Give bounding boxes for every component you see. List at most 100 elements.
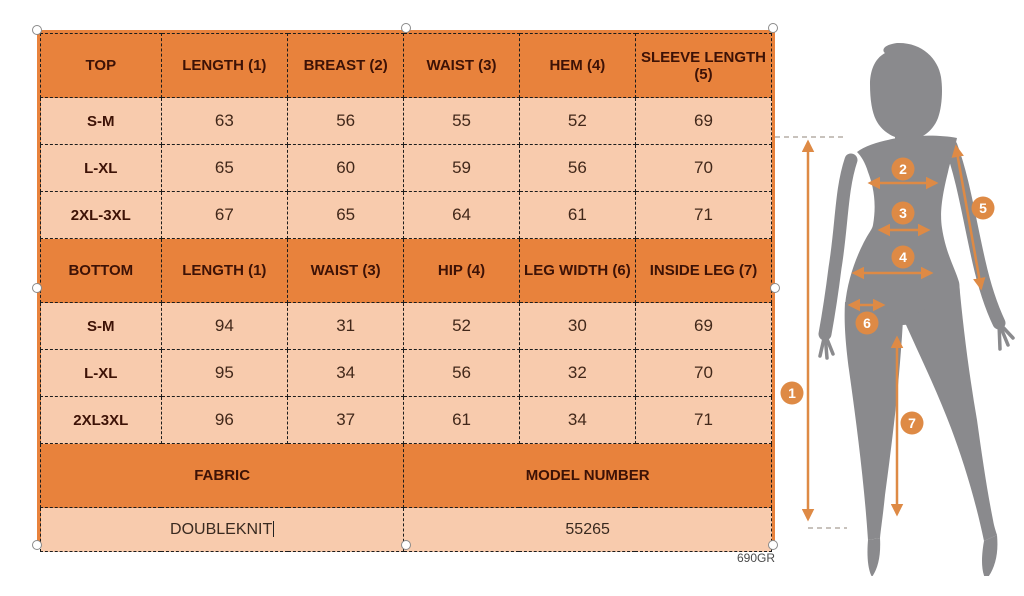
resize-handle-bottom-center[interactable]: [401, 540, 411, 550]
measurement-marker-5: 5: [971, 196, 995, 220]
measurement-marker-7: 7: [900, 411, 924, 435]
measurement-figure-svg: 1 2 3 4 5: [775, 42, 1015, 576]
data-cell[interactable]: 32: [518, 349, 636, 397]
header-cell[interactable]: WAIST (3): [287, 238, 405, 303]
data-cell[interactable]: 34: [287, 349, 405, 397]
data-cell[interactable]: 60: [287, 144, 405, 192]
data-cell[interactable]: 71: [634, 191, 773, 239]
table-row: 2XL3XL 96 37 61 34 71: [40, 396, 773, 444]
header-cell[interactable]: FABRIC: [39, 443, 405, 508]
resize-handle-top-center[interactable]: [401, 23, 411, 33]
data-cell[interactable]: 65: [160, 144, 289, 192]
header-cell[interactable]: TOP: [40, 33, 162, 98]
silhouette-head: [870, 42, 942, 137]
weight-note: 690GR: [736, 551, 775, 565]
data-cell[interactable]: 31: [287, 302, 405, 350]
data-cell[interactable]: DOUBLEKNIT: [39, 507, 405, 552]
header-cell[interactable]: LENGTH (1): [160, 33, 289, 98]
data-cell[interactable]: 69: [634, 97, 773, 145]
resize-handle-mid-right[interactable]: [770, 282, 780, 293]
size-chart-table[interactable]: TOP LENGTH (1) BREAST (2) WAIST (3) HEM (4) S…: [32, 23, 780, 552]
data-cell[interactable]: 56: [403, 349, 520, 397]
data-cell[interactable]: 2XL-3XL: [40, 191, 162, 239]
data-cell[interactable]: 34: [518, 396, 636, 444]
silhouette-right-hand: [997, 321, 1015, 351]
data-cell[interactable]: 56: [287, 97, 405, 145]
data-cell[interactable]: 63: [160, 97, 289, 145]
data-cell[interactable]: 56: [518, 144, 636, 192]
measurement-arrows: [801, 139, 986, 522]
measurement-markers: 1 2 3 4 5: [780, 157, 995, 435]
table-row: L-XL 65 60 59 56 70: [40, 144, 773, 192]
header-cell[interactable]: WAIST (3): [403, 33, 520, 98]
silhouette-right-foot: [982, 535, 998, 576]
table-row: S-M 94 31 52 30 69: [40, 302, 773, 350]
header-cell[interactable]: LEG WIDTH (6): [518, 238, 636, 303]
data-cell[interactable]: 37: [287, 396, 405, 444]
data-cell[interactable]: 95: [160, 349, 289, 397]
data-cell[interactable]: 61: [518, 191, 636, 239]
measurement-figure: 1 2 3 4 5: [775, 20, 1024, 576]
svg-text:1: 1: [788, 385, 796, 401]
svg-text:2: 2: [899, 161, 907, 177]
data-cell[interactable]: 69: [634, 302, 773, 350]
svg-text:5: 5: [979, 200, 987, 216]
table-row: L-XL 95 34 56 32 70: [40, 349, 773, 397]
data-cell[interactable]: 55265: [403, 507, 772, 552]
table-row: 2XL-3XL 67 65 64 61 71: [40, 191, 773, 239]
header-cell[interactable]: MODEL NUMBER: [403, 443, 772, 508]
data-cell[interactable]: 67: [160, 191, 289, 239]
header-cell[interactable]: INSIDE LEG (7): [634, 238, 773, 303]
data-cell[interactable]: 52: [403, 302, 520, 350]
resize-handle-bottom-right[interactable]: [768, 540, 778, 550]
table-row: DOUBLEKNIT 55265: [39, 507, 772, 552]
silhouette-right-leg: [903, 282, 997, 541]
silhouette-left-arm: [818, 153, 858, 341]
header-cell[interactable]: HEM (4): [518, 33, 636, 98]
table-row: S-M 63 56 55 52 69: [40, 97, 773, 145]
silhouette-left-leg: [844, 302, 903, 540]
data-cell[interactable]: 2XL3XL: [40, 396, 162, 444]
measurement-marker-3: 3: [891, 201, 915, 225]
data-cell[interactable]: L-XL: [40, 144, 162, 192]
table-row: TOP LENGTH (1) BREAST (2) WAIST (3) HEM (4) S…: [40, 33, 773, 98]
header-cell[interactable]: LENGTH (1): [160, 238, 289, 303]
data-cell[interactable]: L-XL: [40, 349, 162, 397]
svg-text:7: 7: [908, 415, 916, 431]
table-row: FABRIC MODEL NUMBER: [39, 443, 772, 508]
data-cell[interactable]: 52: [518, 97, 636, 145]
data-cell[interactable]: 64: [403, 191, 520, 239]
svg-text:4: 4: [899, 249, 907, 265]
data-cell[interactable]: 61: [403, 396, 520, 444]
header-cell[interactable]: BREAST (2): [287, 33, 405, 98]
resize-handle-mid-left[interactable]: [32, 282, 42, 293]
data-cell[interactable]: 70: [634, 144, 773, 192]
data-cell[interactable]: 94: [160, 302, 289, 350]
measurement-marker-6: 6: [855, 311, 879, 335]
data-cell[interactable]: S-M: [40, 302, 162, 350]
header-cell[interactable]: SLEEVE LENGTH (5): [634, 33, 773, 98]
data-cell[interactable]: 65: [287, 191, 405, 239]
measurement-marker-4: 4: [891, 245, 915, 269]
data-cell[interactable]: S-M: [40, 97, 162, 145]
measurement-marker-2: 2: [891, 157, 915, 181]
measurement-marker-1: 1: [780, 381, 804, 405]
header-cell[interactable]: BOTTOM: [40, 238, 162, 303]
data-cell[interactable]: 59: [403, 144, 520, 192]
silhouette-left-foot: [867, 538, 881, 576]
data-cell[interactable]: 70: [634, 349, 773, 397]
data-cell[interactable]: 30: [518, 302, 636, 350]
svg-text:3: 3: [899, 205, 907, 221]
resize-handle-bottom-left[interactable]: [32, 540, 42, 550]
header-cell[interactable]: HIP (4): [403, 238, 520, 303]
resize-handle-top-left[interactable]: [32, 25, 42, 35]
svg-text:6: 6: [863, 315, 871, 331]
data-cell[interactable]: 55: [403, 97, 520, 145]
data-cell[interactable]: 71: [634, 396, 773, 444]
resize-handle-top-right[interactable]: [768, 23, 778, 33]
size-table: TOP LENGTH (1) BREAST (2) WAIST (3) HEM (4) S…: [39, 33, 773, 552]
size-table-body: TOP LENGTH (1) BREAST (2) WAIST (3) HEM (4) S…: [39, 33, 773, 552]
data-cell[interactable]: 96: [160, 396, 289, 444]
woman-silhouette: [818, 42, 1015, 576]
